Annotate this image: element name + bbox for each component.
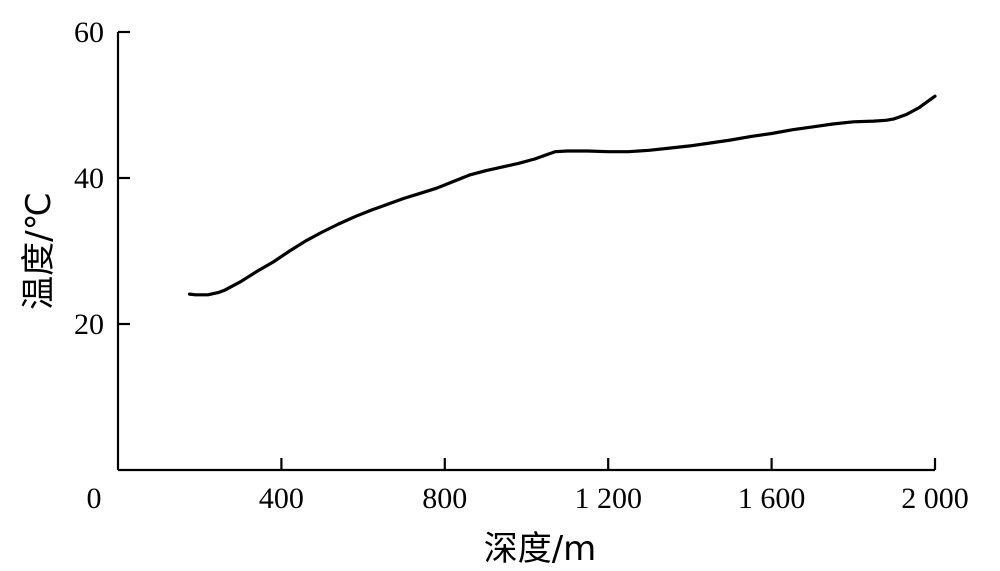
x-tick-label: 0 <box>87 482 102 515</box>
x-tick-label: 1 600 <box>738 482 806 515</box>
y-ticks: 20 40 60 <box>74 16 130 341</box>
x-tick-label: 400 <box>259 482 304 515</box>
y-tick-label: 60 <box>74 16 104 49</box>
x-axis-title: 深度/m <box>484 529 597 569</box>
x-ticks: 0 400 800 1 200 1 600 2 000 <box>87 458 969 515</box>
temperature-series-line <box>187 94 937 297</box>
axes <box>116 32 935 472</box>
x-tick-label: 800 <box>422 482 467 515</box>
x-tick-label: 1 200 <box>574 482 642 515</box>
y-tick-label: 40 <box>74 162 104 195</box>
series-group <box>187 94 937 297</box>
x-tick-label: 2 000 <box>901 482 969 515</box>
y-tick-label: 20 <box>74 308 104 341</box>
y-axis-title: 温度/℃ <box>19 192 59 310</box>
